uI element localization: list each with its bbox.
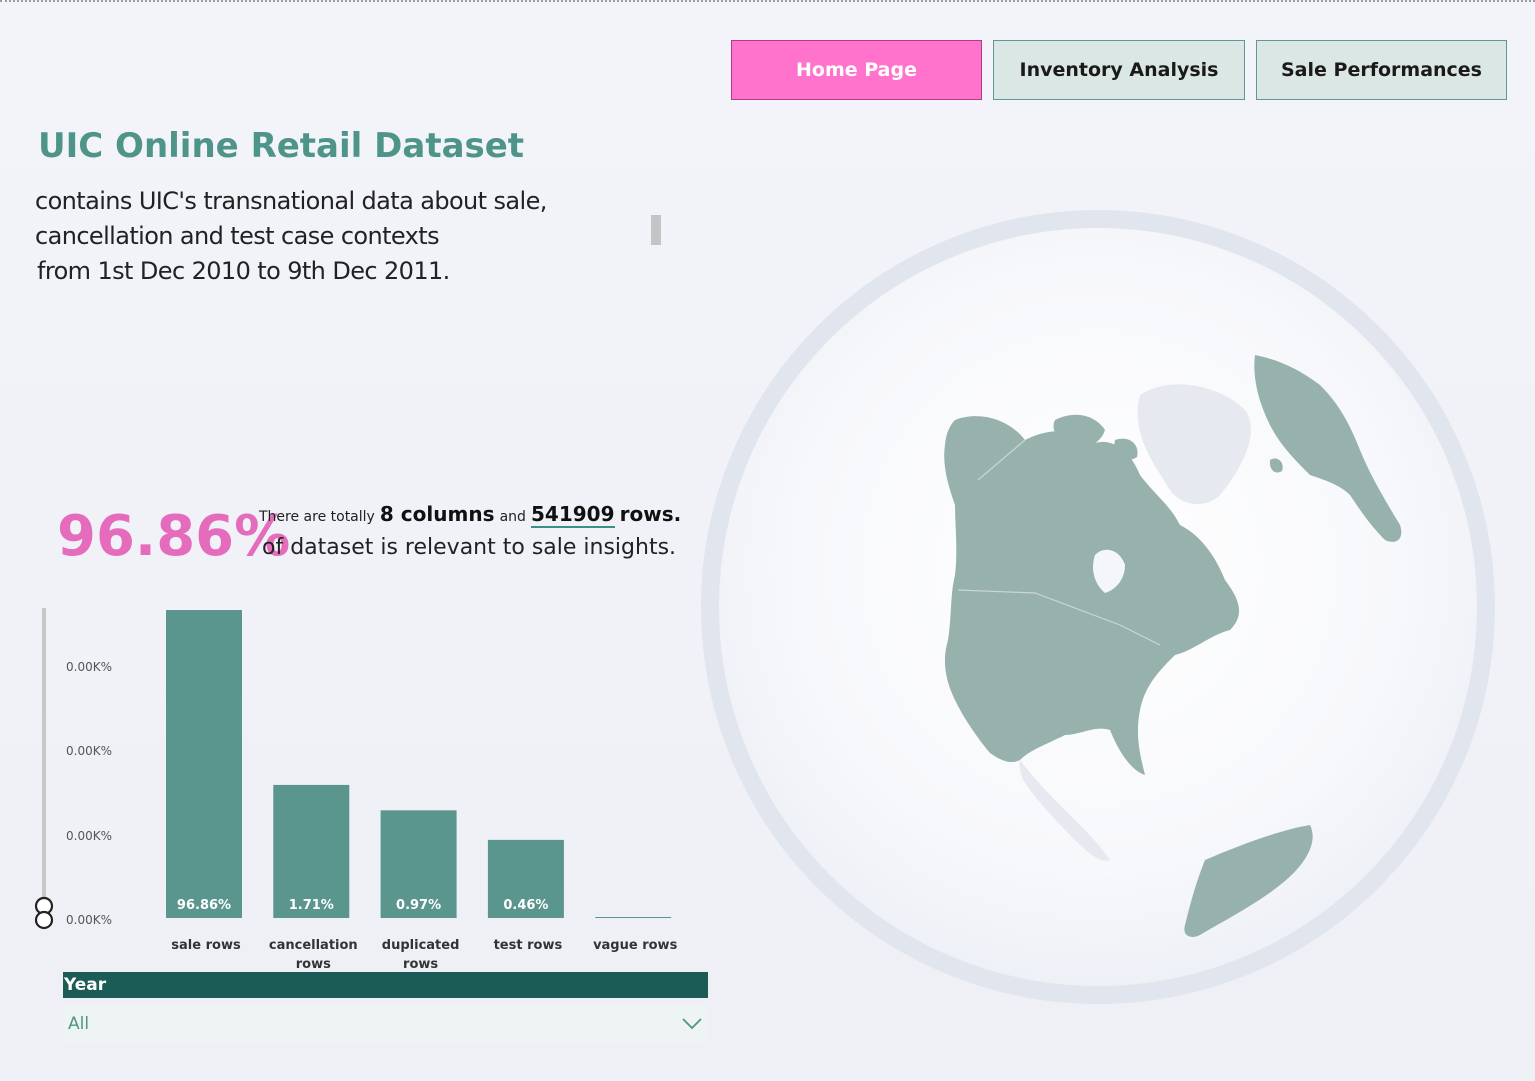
year-filter-label: Year	[63, 972, 708, 998]
description-line-1: contains UIC's transnational data about …	[35, 187, 547, 215]
south-america-shape	[1184, 825, 1313, 937]
bar-cancellation-rows[interactable]	[273, 784, 350, 918]
description-line-3: from 1st Dec 2010 to 9th Dec 2011.	[37, 257, 450, 285]
relevance-text: of dataset is relevant to sale insights.	[262, 535, 677, 560]
x-category-label: sale rows	[171, 938, 241, 953]
x-category-label: duplicated	[382, 938, 460, 953]
us-canada-border	[957, 589, 1161, 646]
greenland-shape	[1137, 384, 1251, 505]
sale-performances-button[interactable]: Sale Performances	[1256, 40, 1507, 100]
bar-test-rows[interactable]	[487, 839, 564, 918]
north-america-shape	[944, 416, 1240, 775]
x-category-label: test rows	[494, 938, 563, 953]
year-filter-dropdown[interactable]: All	[63, 1006, 708, 1042]
chevron-down-icon	[682, 1018, 702, 1030]
range-slider-handle-icon[interactable]	[34, 896, 54, 930]
home-page-button[interactable]: Home Page	[731, 40, 982, 100]
x-category-label: cancellation	[269, 938, 358, 953]
columns-count: 8 columns	[379, 502, 495, 526]
globe-map-icon	[701, 210, 1495, 1004]
top-border	[0, 0, 1535, 4]
bar-data-label: 1.71%	[289, 898, 334, 913]
sale-percent-kpi: 96.86%	[57, 504, 291, 569]
bar-sale-rows[interactable]	[166, 610, 242, 918]
dataset-description: contains UIC's transnational data about …	[35, 184, 547, 289]
inventory-analysis-button[interactable]: Inventory Analysis	[993, 40, 1245, 100]
text-scrollbar[interactable]	[651, 215, 661, 245]
alaska-border	[977, 439, 1026, 481]
asia-shape	[1254, 355, 1402, 542]
description-line-2: cancellation and test case contexts	[35, 222, 440, 250]
x-category-label: vague rows	[593, 938, 678, 953]
dataset-size-text: There are totally 8 columns and 541909 r…	[259, 502, 682, 528]
y-tick-label: 0.00K%	[66, 829, 112, 843]
arctic-islands-shape	[1053, 414, 1105, 447]
japan-island-shape	[1269, 458, 1283, 473]
year-filter-value: All	[68, 1014, 90, 1034]
page-title: UIC Online Retail Dataset	[38, 126, 525, 166]
bar-data-label: 0.46%	[503, 898, 548, 913]
x-category-label: rows	[403, 957, 438, 972]
hudson-bay-shape	[1093, 549, 1125, 593]
totally-label: There are totally	[259, 509, 375, 525]
y-tick-label: 0.00K%	[66, 744, 112, 758]
rows-count: 541909	[531, 502, 615, 528]
y-tick-label: 0.00K%	[66, 913, 112, 927]
rows-label: rows.	[619, 502, 682, 526]
bar-data-label: 0.97%	[396, 898, 441, 913]
bar-duplicated-rows[interactable]	[380, 810, 457, 918]
and-label: and	[499, 509, 526, 525]
y-tick-label: 0.00K%	[66, 660, 112, 674]
row-breakdown-bar-chart: 0.00K% 0.00K% 0.00K% 0.00K% 96.86% sale rows 1…	[34, 608, 678, 972]
bar-vague-rows[interactable]	[595, 917, 672, 918]
x-category-label: rows	[296, 957, 331, 972]
arctic-island-shape	[1113, 438, 1138, 461]
central-america-shape	[1019, 760, 1110, 861]
slider-handle-2[interactable]	[34, 910, 54, 930]
range-slider-track[interactable]	[42, 608, 46, 908]
bar-data-label: 96.86%	[177, 898, 231, 913]
